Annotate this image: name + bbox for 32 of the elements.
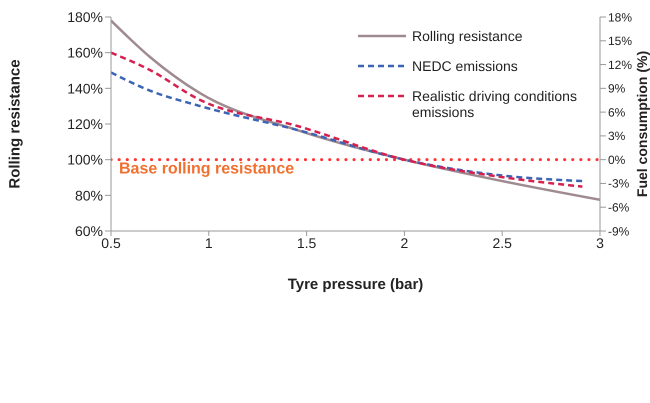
y-tick-label: 80% — [74, 187, 103, 204]
x-tick-label: 1 — [204, 234, 213, 251]
line-series — [111, 51, 584, 188]
y2-tick-label: 18% — [608, 10, 632, 24]
y2-tick-label: 6% — [608, 105, 626, 120]
legend-label: Rolling resistance — [412, 28, 522, 44]
line-series — [111, 71, 584, 182]
y-axis-title: Rolling resistance — [6, 59, 24, 189]
legend-label: NEDC emissions — [412, 58, 518, 74]
y2-tick-label: 9% — [608, 82, 626, 96]
x-tick-label: 2 — [400, 234, 408, 251]
y2-axis-title: Fuel consumption (%) — [634, 50, 650, 198]
y-tick-label: 100% — [67, 152, 103, 168]
y2-tick-label: -9% — [608, 224, 630, 238]
y2-tick-label: -6% — [608, 200, 630, 214]
ref-line-label: Base rolling resistance — [119, 160, 294, 178]
y-tick-label: 160% — [67, 44, 103, 61]
x-tick-label: 1.5 — [296, 234, 317, 251]
y-tick-label: 120% — [67, 116, 103, 132]
x-tick-label: 2.5 — [492, 234, 512, 251]
y2-tick-label: 0% — [608, 152, 626, 167]
y2-tick-label: 3% — [608, 129, 626, 144]
y-tick-label: 60% — [74, 222, 103, 239]
y2-tick-label: 15% — [608, 34, 632, 48]
y2-tick-label: -3% — [608, 176, 630, 191]
legend-label: Realistic driving conditions emissions — [412, 88, 578, 120]
x-tick-label: 3 — [596, 234, 604, 251]
y2-tick-label: 12% — [608, 58, 632, 72]
y-tick-label: 180% — [67, 8, 103, 25]
y-tick-label: 140% — [67, 80, 103, 96]
x-axis-title: Tyre pressure (bar) — [288, 276, 424, 293]
x-tick-label: 0.5 — [101, 234, 121, 251]
